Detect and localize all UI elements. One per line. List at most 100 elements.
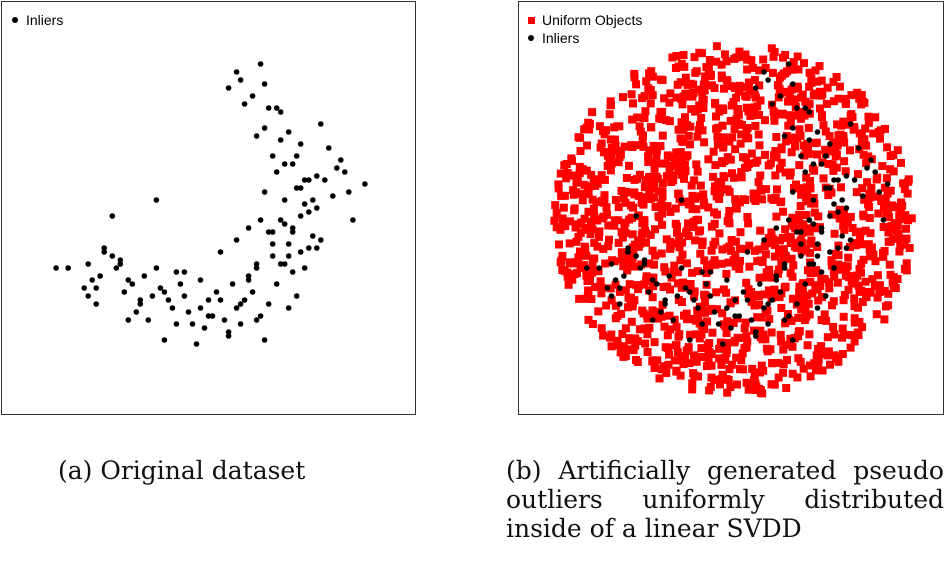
uniform-object-point: [781, 51, 790, 59]
inlier-point: [153, 197, 160, 203]
inlier-point: [658, 309, 664, 315]
inlier-point: [285, 241, 292, 247]
uniform-object-point: [769, 52, 778, 61]
uniform-object-point: [619, 93, 627, 102]
uniform-object-point: [810, 139, 819, 148]
uniform-object-point: [581, 223, 590, 232]
uniform-object-point: [749, 194, 758, 203]
uniform-object-point: [720, 133, 729, 142]
uniform-object-point: [627, 201, 635, 210]
uniform-object-point: [680, 174, 688, 183]
uniform-object-point: [695, 121, 704, 130]
inlier-point: [233, 305, 240, 311]
uniform-object-point: [772, 153, 781, 162]
inlier-point: [257, 217, 264, 223]
inlier-point: [314, 245, 320, 251]
uniform-object-point: [676, 256, 685, 265]
uniform-object-point: [837, 183, 845, 192]
uniform-object-point: [639, 131, 647, 140]
inlier-point: [85, 293, 91, 299]
uniform-object-point: [737, 356, 746, 365]
inlier-point: [322, 177, 328, 183]
uniform-object-point: [669, 176, 678, 185]
uniform-object-point: [859, 255, 868, 264]
uniform-object-point: [624, 188, 633, 197]
inlier-point: [818, 269, 825, 275]
uniform-object-point: [688, 191, 697, 200]
uniform-object-point: [750, 371, 759, 380]
inlier-point: [233, 69, 240, 75]
inlier-point: [245, 225, 252, 231]
uniform-object-point: [886, 270, 895, 279]
inlier-point: [682, 285, 689, 291]
uniform-object-point: [718, 74, 726, 83]
uniform-object-point: [756, 256, 765, 265]
uniform-object-point: [768, 359, 777, 368]
uniform-object-point: [805, 361, 814, 370]
uniform-object-point: [794, 313, 803, 322]
uniform-object-point: [584, 207, 593, 216]
inlier-point: [289, 269, 296, 275]
uniform-object-point: [797, 190, 806, 199]
uniform-object-point: [819, 121, 828, 130]
uniform-object-point: [648, 356, 657, 365]
uniform-object-point: [865, 214, 874, 222]
uniform-object-point: [578, 165, 587, 174]
inlier-point: [707, 293, 714, 299]
uniform-object-point: [623, 303, 632, 312]
legend-label-inliers: Inliers: [542, 30, 580, 46]
inlier-point: [761, 305, 767, 311]
uniform-object-point: [672, 367, 681, 376]
inlier-point: [277, 137, 284, 143]
inlier-point: [641, 261, 648, 267]
uniform-object-point: [587, 170, 596, 179]
uniform-object-point: [762, 185, 771, 194]
uniform-object-point: [798, 281, 807, 290]
inlier-point: [847, 237, 854, 243]
uniform-object-point: [666, 207, 675, 216]
uniform-object-point: [897, 158, 905, 167]
uniform-object-point: [746, 86, 755, 95]
uniform-object-point: [678, 100, 687, 109]
uniform-object-point: [597, 289, 606, 298]
inlier-point: [806, 217, 813, 223]
inlier-point: [802, 169, 808, 175]
uniform-object-point: [719, 172, 728, 181]
uniform-object-point: [795, 161, 804, 170]
uniform-object-point: [796, 131, 805, 140]
uniform-object-point: [883, 189, 892, 198]
uniform-object-point: [739, 365, 748, 374]
inlier-point: [798, 241, 804, 247]
uniform-object-point: [629, 246, 638, 255]
inlier-point: [245, 277, 252, 283]
uniform-object-point: [864, 152, 873, 161]
uniform-object-point: [732, 204, 741, 213]
uniform-object-point: [805, 330, 814, 339]
inlier-point: [621, 273, 627, 279]
uniform-object-point: [576, 147, 585, 155]
uniform-object-point: [794, 84, 802, 93]
uniform-object-point: [797, 247, 806, 256]
uniform-object-point: [618, 233, 627, 242]
uniform-object-point: [744, 134, 753, 143]
uniform-object-point: [788, 294, 797, 303]
uniform-object-point: [744, 385, 753, 394]
uniform-object-point: [767, 328, 776, 337]
uniform-object-point: [652, 152, 661, 160]
inlier-point: [823, 185, 829, 191]
uniform-object-point: [669, 267, 678, 276]
uniform-object-point: [771, 193, 780, 202]
inlier-point: [157, 285, 164, 291]
uniform-object-point: [810, 359, 819, 368]
uniform-object-point: [605, 156, 614, 165]
uniform-object-point: [733, 314, 742, 323]
inlier-point: [678, 197, 685, 203]
uniform-object-point: [762, 344, 771, 353]
uniform-object-point: [610, 123, 619, 132]
inlier-point: [617, 285, 623, 291]
uniform-object-point: [630, 69, 639, 78]
uniform-object-point: [778, 234, 787, 242]
inlier-point: [785, 61, 792, 67]
uniform-object-point: [658, 76, 667, 85]
uniform-object-point: [674, 332, 683, 341]
